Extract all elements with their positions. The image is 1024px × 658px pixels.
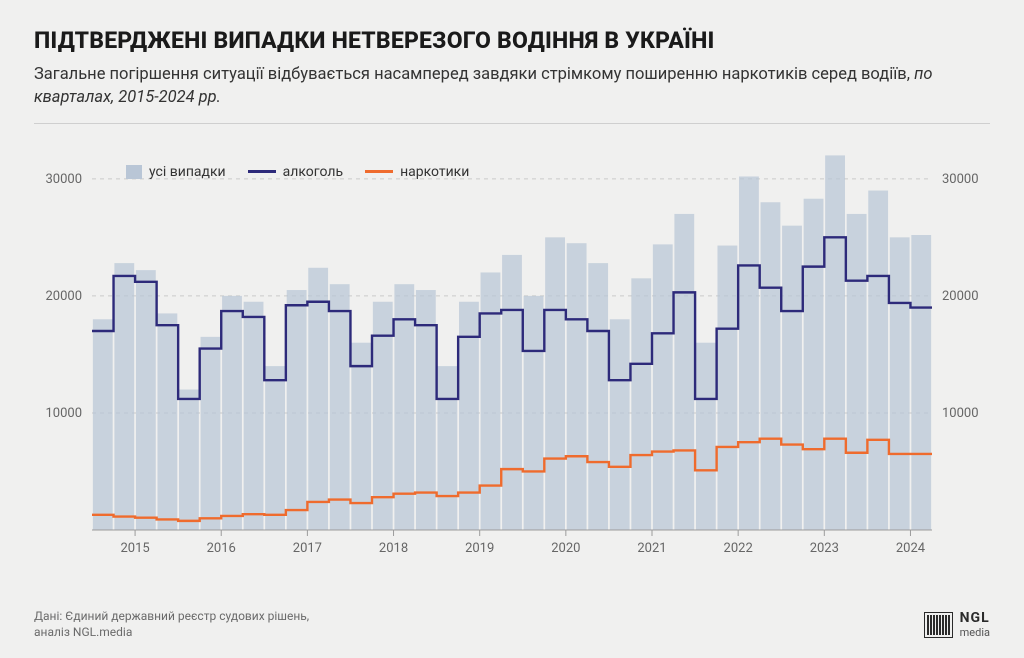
- x-year-label: 2021: [637, 541, 666, 556]
- bar: [265, 366, 285, 530]
- bar: [502, 255, 522, 530]
- svg-text:10000: 10000: [45, 406, 82, 421]
- publisher-logo: NGL media: [924, 611, 990, 640]
- bar: [847, 214, 867, 530]
- logo-text-sub: media: [960, 626, 990, 639]
- x-year-label: 2019: [465, 541, 494, 556]
- bar: [201, 337, 221, 530]
- svg-text:10000: 10000: [942, 406, 979, 421]
- svg-text:30000: 30000: [45, 172, 82, 187]
- x-year-label: 2023: [810, 541, 839, 556]
- svg-text:20000: 20000: [942, 289, 979, 304]
- bar: [653, 244, 673, 530]
- legend-swatch-bar: [126, 165, 142, 179]
- bar: [717, 246, 737, 530]
- legend-swatch-alcohol: [248, 170, 276, 173]
- bar: [782, 226, 802, 530]
- footer: Дані: Єдиний державний реєстр судових рі…: [34, 608, 990, 640]
- bar: [481, 272, 501, 530]
- subtitle-main: Загальне погіршення ситуації відбуваєтьс…: [34, 65, 914, 84]
- legend-label-all: усі випадки: [149, 164, 226, 180]
- bar: [567, 243, 587, 530]
- svg-text:30000: 30000: [942, 172, 979, 187]
- x-year-label: 2016: [207, 541, 236, 556]
- bar: [588, 263, 608, 530]
- x-year-label: 2017: [293, 541, 322, 556]
- bar: [890, 237, 910, 530]
- chart-title: ПІДТВЕРДЖЕНІ ВИПАДКИ НЕТВЕРЕЗОГО ВОДІННЯ…: [34, 28, 990, 54]
- chart-area: усі випадки алкоголь наркотики 100001000…: [34, 123, 990, 602]
- x-year-label: 2022: [724, 541, 753, 556]
- bar: [674, 214, 694, 530]
- bar: [179, 389, 199, 529]
- legend-swatch-drugs: [365, 170, 393, 173]
- chart-subtitle: Загальне погіршення ситуації відбуваєтьс…: [34, 64, 954, 109]
- bar: [93, 319, 113, 530]
- bar: [244, 302, 264, 530]
- legend-all: усі випадки: [126, 164, 226, 180]
- bar: [739, 176, 759, 530]
- chart-svg: 10000 10000 20000 20000 30000 30000 2015 2016 20…: [34, 124, 990, 562]
- bar: [804, 199, 824, 530]
- bar: [114, 263, 134, 530]
- legend-alcohol: алкоголь: [248, 164, 343, 180]
- bar: [136, 270, 156, 530]
- svg-text:20000: 20000: [45, 289, 82, 304]
- bar: [287, 290, 307, 530]
- bar: [524, 296, 544, 530]
- bar: [761, 202, 781, 530]
- bar: [696, 343, 716, 530]
- bar: [610, 319, 630, 530]
- bar: [545, 237, 565, 530]
- x-year-label: 2020: [551, 541, 580, 556]
- bar: [222, 296, 242, 530]
- legend-label-alcohol: алкоголь: [283, 164, 343, 180]
- bar: [157, 313, 177, 530]
- x-year-label: 2018: [379, 541, 408, 556]
- source-line2: аналіз NGL.media: [34, 625, 132, 639]
- bar: [911, 235, 931, 530]
- bar: [868, 190, 888, 529]
- bar: [825, 155, 845, 530]
- logo-bars-icon: [924, 612, 953, 638]
- logo-text-main: NGL: [960, 611, 990, 626]
- x-year-label: 2015: [120, 541, 149, 556]
- bar: [308, 268, 328, 530]
- legend: усі випадки алкоголь наркотики: [126, 164, 469, 180]
- x-year-label: 2024: [896, 541, 926, 556]
- source-text: Дані: Єдиний державний реєстр судових рі…: [34, 608, 309, 640]
- bar: [437, 366, 457, 530]
- legend-drugs: наркотики: [365, 164, 469, 180]
- legend-label-drugs: наркотики: [400, 164, 469, 180]
- source-line1: Дані: Єдиний державний реєстр судових рі…: [34, 609, 309, 623]
- bar: [330, 284, 350, 530]
- bar: [631, 278, 651, 530]
